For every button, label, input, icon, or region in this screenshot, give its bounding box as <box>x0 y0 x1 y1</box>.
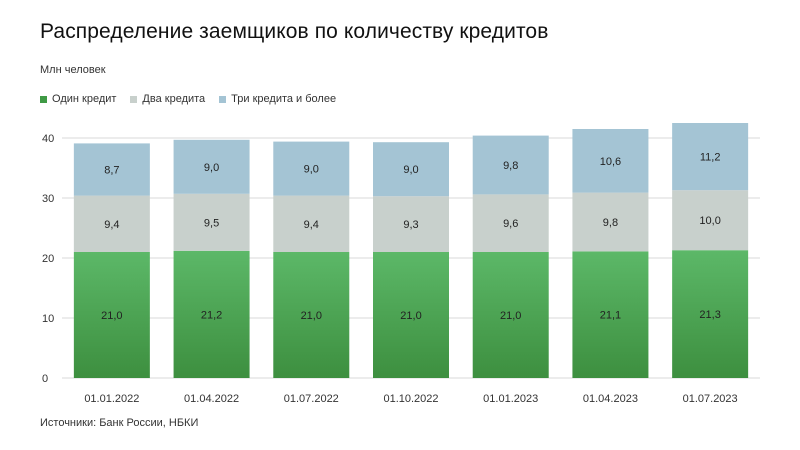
x-tick-label-2: 01.07.2022 <box>284 393 339 405</box>
chart-title: Распределение заемщиков по количеству кр… <box>40 20 549 43</box>
x-tick-label-4: 01.01.2023 <box>483 393 538 405</box>
data-label-one-2: 21,0 <box>301 310 322 322</box>
bar-segment-one-4 <box>472 252 549 378</box>
data-label-two-6: 10,0 <box>699 215 720 227</box>
bar-segment-three-6 <box>672 123 749 191</box>
data-label-three-4: 9,8 <box>503 160 518 172</box>
data-label-one-4: 21,0 <box>500 310 521 322</box>
data-label-two-1: 9,5 <box>204 217 219 229</box>
bar-segment-two-3 <box>373 196 449 252</box>
y-tick-label-2: 20 <box>42 253 54 265</box>
data-label-two-2: 9,4 <box>304 219 319 231</box>
legend-label-two: Два кредита <box>142 93 206 105</box>
bar-segment-two-5 <box>572 192 649 252</box>
legend: Один кредит Два кредита Три кредита и бо… <box>40 93 336 105</box>
x-tick-label-3: 01.10.2022 <box>383 393 438 405</box>
data-label-three-1: 9,0 <box>204 162 219 174</box>
bar-segment-two-1 <box>173 193 250 251</box>
data-label-three-5: 10,6 <box>600 156 621 168</box>
x-tick-label-1: 01.04.2022 <box>184 393 239 405</box>
data-label-three-0: 8,7 <box>104 165 119 177</box>
bar-segment-one-1 <box>173 250 250 378</box>
bar-segment-one-3 <box>373 252 449 378</box>
bar-segment-three-3 <box>373 142 449 197</box>
legend-label-one: Один кредит <box>52 93 117 105</box>
bar-segment-two-6 <box>672 190 749 251</box>
legend-swatch-three <box>219 95 227 103</box>
bar-segment-three-0 <box>73 143 150 196</box>
x-tick-label-5: 01.04.2023 <box>583 393 638 405</box>
y-tick-label-0: 0 <box>42 373 48 385</box>
y-tick-label-1: 10 <box>42 313 54 325</box>
data-label-three-6: 11,2 <box>700 152 721 164</box>
bar-segment-three-5 <box>572 129 649 193</box>
bar-segment-two-0 <box>73 195 150 252</box>
legend-label-three: Три кредита и более <box>231 93 337 105</box>
x-tick-label-0: 01.01.2022 <box>84 393 139 405</box>
data-label-two-5: 9,8 <box>603 217 618 229</box>
data-label-two-4: 9,6 <box>503 218 518 230</box>
x-tick-label-6: 01.07.2023 <box>683 393 738 405</box>
data-label-one-6: 21,3 <box>699 309 720 321</box>
legend-swatch-one <box>40 95 47 103</box>
data-label-two-0: 9,4 <box>104 219 119 231</box>
bar-segment-three-2 <box>273 141 350 196</box>
y-tick-label-4: 40 <box>42 133 54 145</box>
bar-segment-one-5 <box>572 251 649 378</box>
bar-segment-one-0 <box>73 252 150 378</box>
bar-segment-two-4 <box>472 194 549 252</box>
data-label-one-5: 21,1 <box>600 310 621 322</box>
data-label-three-3: 9,0 <box>403 164 418 176</box>
data-label-three-2: 9,0 <box>304 164 319 176</box>
legend-swatch-two <box>130 95 138 103</box>
y-tick-label-3: 30 <box>42 193 54 205</box>
bar-segment-two-2 <box>273 195 350 252</box>
legend-item-three: Три кредита и более <box>219 93 336 105</box>
data-label-two-3: 9,3 <box>403 219 418 231</box>
legend-item-two: Два кредита <box>130 93 205 105</box>
source-note: Источники: Банк России, НБКИ <box>40 417 199 429</box>
data-label-one-0: 21,0 <box>101 310 122 322</box>
bar-segment-one-2 <box>273 252 350 378</box>
data-label-one-3: 21,0 <box>400 310 421 322</box>
y-axis-units: Млн человек <box>40 64 106 76</box>
bar-segment-three-1 <box>173 139 250 194</box>
bar-segment-three-4 <box>472 135 549 195</box>
bar-segment-one-6 <box>672 250 749 378</box>
data-label-one-1: 21,2 <box>201 309 222 321</box>
legend-item-one: Один кредит <box>40 93 116 105</box>
